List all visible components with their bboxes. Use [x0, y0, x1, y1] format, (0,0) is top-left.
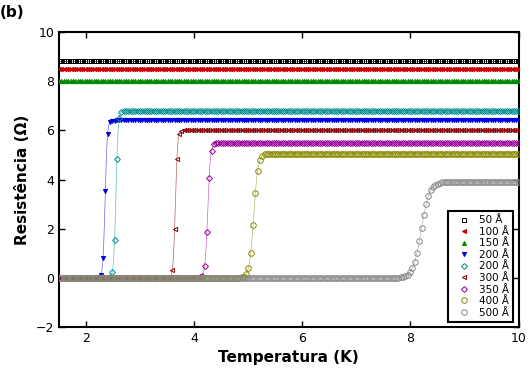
350 Å — [142, 276, 148, 280]
Line: 400 Å: 400 Å — [56, 151, 521, 280]
150 Å — [56, 79, 62, 83]
Y-axis label: Resistência (Ω): Resistência (Ω) — [15, 114, 30, 244]
200 Å — [56, 276, 62, 280]
100 Å — [84, 67, 90, 71]
400 Å — [74, 276, 81, 280]
500 Å — [84, 276, 90, 280]
200 Å — [153, 108, 159, 113]
Line: 150 Å: 150 Å — [57, 79, 521, 83]
400 Å — [478, 151, 485, 156]
150 Å — [492, 79, 498, 83]
500 Å — [56, 276, 62, 280]
50 Å — [56, 59, 62, 64]
300 Å — [495, 128, 501, 132]
Line: 350 Å: 350 Å — [57, 141, 521, 280]
400 Å — [142, 276, 148, 280]
100 Å — [178, 67, 185, 71]
200 Å — [142, 108, 148, 113]
150 Å — [178, 79, 185, 83]
50 Å — [142, 59, 148, 64]
Line: 100 Å: 100 Å — [57, 67, 521, 71]
150 Å — [84, 79, 90, 83]
150 Å — [142, 79, 148, 83]
Line: 50 Å: 50 Å — [57, 59, 521, 63]
200 Å — [56, 276, 62, 280]
50 Å — [476, 59, 483, 64]
300 Å — [142, 276, 148, 280]
50 Å — [178, 59, 185, 64]
300 Å — [213, 128, 219, 132]
400 Å — [495, 151, 501, 156]
200 Å — [84, 276, 90, 280]
100 Å — [476, 67, 483, 71]
300 Å — [516, 128, 522, 132]
200 Å — [516, 118, 522, 123]
350 Å — [56, 276, 62, 280]
50 Å — [516, 59, 522, 64]
500 Å — [476, 180, 483, 184]
Line: 200 Å: 200 Å — [57, 118, 521, 280]
Line: 200 Å: 200 Å — [57, 109, 521, 280]
200 Å — [495, 118, 501, 123]
Legend: 50 Å, 100 Å, 150 Å, 200 Å, 200 Å, 300 Å, 350 Å, 400 Å, 500 Å: 50 Å, 100 Å, 150 Å, 200 Å, 200 Å, 300 Å,… — [448, 211, 513, 322]
500 Å — [516, 180, 522, 184]
200 Å — [74, 276, 81, 280]
500 Å — [178, 276, 185, 280]
300 Å — [84, 276, 90, 280]
200 Å — [516, 108, 522, 113]
Line: 300 Å: 300 Å — [57, 128, 521, 280]
50 Å — [84, 59, 90, 64]
200 Å — [144, 118, 150, 123]
350 Å — [178, 276, 185, 280]
X-axis label: Temperatura (K): Temperatura (K) — [219, 351, 359, 365]
200 Å — [74, 276, 81, 280]
Text: (b): (b) — [0, 5, 24, 20]
300 Å — [478, 128, 485, 132]
350 Å — [84, 276, 90, 280]
200 Å — [84, 276, 90, 280]
350 Å — [516, 140, 522, 145]
100 Å — [142, 67, 148, 71]
50 Å — [74, 59, 81, 64]
200 Å — [478, 118, 485, 123]
200 Å — [180, 108, 187, 113]
200 Å — [478, 108, 485, 113]
350 Å — [74, 276, 81, 280]
400 Å — [178, 276, 185, 280]
500 Å — [74, 276, 81, 280]
400 Å — [56, 276, 62, 280]
150 Å — [516, 79, 522, 83]
300 Å — [56, 276, 62, 280]
100 Å — [492, 67, 498, 71]
400 Å — [331, 151, 337, 156]
350 Å — [495, 140, 501, 145]
300 Å — [178, 129, 185, 133]
400 Å — [516, 151, 522, 156]
200 Å — [495, 108, 501, 113]
150 Å — [476, 79, 483, 83]
500 Å — [492, 180, 498, 184]
400 Å — [84, 276, 90, 280]
Line: 500 Å: 500 Å — [56, 179, 521, 280]
350 Å — [478, 140, 485, 145]
100 Å — [516, 67, 522, 71]
350 Å — [257, 140, 263, 145]
100 Å — [74, 67, 81, 71]
500 Å — [142, 276, 148, 280]
200 Å — [142, 118, 148, 123]
200 Å — [180, 118, 187, 123]
150 Å — [74, 79, 81, 83]
50 Å — [492, 59, 498, 64]
300 Å — [74, 276, 81, 280]
100 Å — [56, 67, 62, 71]
